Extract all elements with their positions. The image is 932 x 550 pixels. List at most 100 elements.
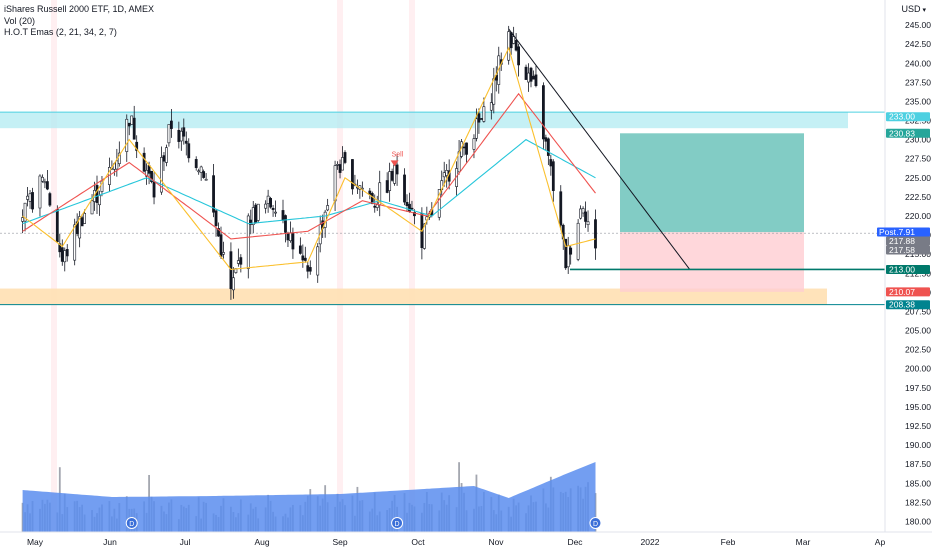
candle-body (586, 221, 590, 225)
candle-body (341, 157, 344, 171)
price-label-text: 217.58 (889, 245, 915, 255)
candle (351, 159, 354, 195)
candle (301, 244, 305, 268)
price-tick-label: 187.50 (905, 459, 931, 469)
candle (514, 33, 518, 52)
candle-body (90, 200, 94, 215)
legend-volume[interactable]: Vol (20) (4, 15, 36, 26)
candle-body (98, 195, 101, 206)
candle (422, 223, 426, 250)
candle-body (142, 152, 146, 172)
candle-body (170, 120, 173, 129)
candle-body (229, 251, 233, 290)
candle-body (60, 247, 64, 262)
candle-body (222, 252, 225, 255)
candle (184, 131, 188, 156)
candle-body (251, 207, 255, 225)
candle (581, 206, 585, 217)
price-tick-label: 195.00 (905, 402, 931, 412)
candle (100, 176, 104, 197)
legend-symbol[interactable]: iShares Russell 2000 ETF, 1D, AMEX (4, 4, 155, 14)
candle (254, 203, 258, 224)
candle-body (316, 246, 320, 276)
session-marker-0 (51, 0, 57, 532)
candle (479, 118, 483, 120)
time-tick-label: Ap (875, 537, 886, 547)
candle-body (152, 181, 156, 198)
candle (31, 187, 34, 213)
candle (333, 160, 337, 212)
time-tick-label: May (27, 537, 44, 547)
candle (413, 209, 416, 225)
candle-body (219, 234, 223, 257)
dividend-label: D (593, 521, 598, 528)
candle-body (509, 32, 513, 49)
price-tick-label: 192.50 (905, 421, 931, 431)
candle-body (403, 174, 406, 203)
candle-body (55, 209, 59, 243)
candle-body (462, 146, 466, 149)
candle (368, 187, 372, 200)
candle-body (289, 232, 292, 242)
candle (130, 115, 134, 125)
price-tick-label: 202.50 (905, 345, 931, 355)
candle-body (38, 175, 42, 209)
candle (274, 200, 277, 217)
candle-body (21, 217, 25, 222)
candle-body (194, 159, 198, 168)
support-zone (0, 288, 827, 305)
candle (286, 231, 290, 248)
candle-body (31, 192, 34, 210)
post-tag-bg (877, 227, 897, 237)
candle (586, 210, 590, 232)
candle (249, 209, 253, 235)
candle-body (298, 245, 302, 254)
candle-body (410, 207, 414, 210)
candle (43, 178, 47, 189)
candle (445, 164, 449, 188)
candle (179, 127, 183, 151)
candle (251, 201, 255, 233)
candle (579, 205, 583, 220)
price-tick-label: 180.00 (905, 516, 931, 526)
price-tick-label: 230.00 (905, 135, 931, 145)
candle (385, 172, 389, 194)
candle (559, 185, 563, 230)
candle-body (115, 160, 119, 170)
dividend-marker: D (391, 517, 404, 529)
currency-selector[interactable]: USD ▾ (901, 4, 926, 14)
candle-body (594, 219, 597, 249)
candle (271, 204, 275, 217)
price-label-text: 210.07 (889, 287, 915, 297)
ema-layer (22, 46, 596, 271)
candle-body (28, 193, 32, 202)
candle-body (167, 124, 171, 144)
price-tick-label: 182.50 (905, 497, 931, 507)
candle-body (23, 202, 27, 222)
candle-body (264, 203, 268, 209)
candle-body (517, 46, 521, 66)
legend-indicator[interactable]: H.O.T Emas (2, 21, 34, 2, 7) (4, 27, 117, 37)
candle-body (507, 31, 511, 61)
candle (509, 32, 513, 55)
candle (256, 203, 260, 223)
candle-body (130, 115, 134, 125)
candle-body (179, 130, 183, 142)
candle-body (333, 165, 337, 202)
candle (541, 82, 545, 150)
candle-body (43, 181, 47, 184)
candle-body (73, 224, 77, 261)
price-label-217.58: 217.58 (886, 245, 930, 255)
candle (477, 108, 481, 134)
candle-body (390, 171, 394, 181)
time-tick-label: Mar (796, 537, 811, 547)
candle-body (524, 66, 528, 80)
candle-body (80, 217, 84, 227)
candle (269, 196, 273, 209)
candle (165, 144, 168, 167)
candle-body (150, 170, 153, 182)
candle (236, 248, 240, 267)
candle (127, 122, 131, 136)
